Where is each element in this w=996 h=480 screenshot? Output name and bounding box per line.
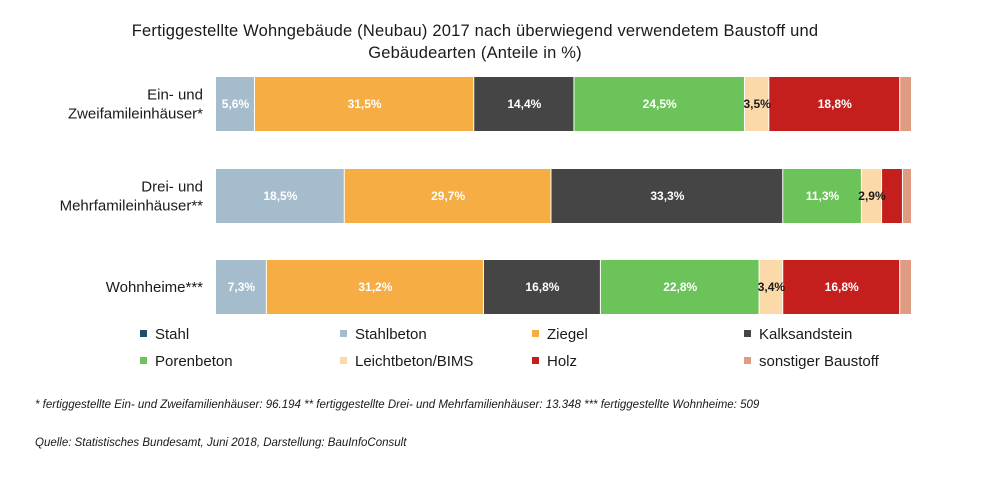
legend-swatch — [140, 330, 147, 337]
bar-segment-ziegel — [254, 77, 474, 131]
legend-swatch — [340, 357, 347, 364]
bar-segment-leichtbeton-bims — [861, 169, 882, 223]
legend-label: Ziegel — [547, 326, 588, 343]
source-note: Quelle: Statistisches Bundesamt, Juni 20… — [35, 437, 407, 449]
legend-item: sonstiger Baustoff — [744, 353, 879, 371]
legend-item: Kalksandstein — [744, 326, 852, 344]
legend-label: Holz — [547, 353, 578, 370]
legend-item: Holz — [532, 353, 577, 371]
data-label: 22,8% — [663, 280, 697, 294]
data-label: 2,9% — [858, 189, 886, 203]
data-label: 3,5% — [743, 97, 771, 111]
data-label: 18,5% — [263, 189, 297, 203]
category-label: Mehrfamileinhäuser** — [60, 198, 204, 215]
legend-label: Stahl — [155, 326, 190, 343]
legend-label: sonstiger Baustoff — [759, 353, 879, 370]
legend-swatch — [532, 330, 539, 337]
legend-item: Stahlbeton — [340, 326, 427, 344]
data-label: 11,3% — [806, 189, 840, 203]
bar-segment-porenbeton — [574, 77, 744, 131]
labels-layer: 5,6% 31,5% 14,4% 24,5% 3,5% 18,8% 18,5% 29,7% 33… — [222, 97, 886, 294]
bar-segment-leichtbeton-bims — [744, 77, 769, 131]
legend-label: Kalksandstein — [759, 326, 853, 343]
data-label: 24,5% — [643, 97, 677, 111]
bar-segment-holz — [783, 260, 900, 314]
footnote: * fertiggestellte Ein- und Zweifamilienh… — [35, 399, 760, 411]
data-label: 7,3% — [228, 280, 256, 294]
bar-segment-sonstiger-baustoff — [900, 77, 911, 131]
legend-item: Leichtbeton/BIMS — [340, 353, 473, 371]
bar-segment-ziegel — [344, 169, 551, 223]
bar-segment-sonstiger-baustoff — [900, 260, 911, 314]
data-label: 31,5% — [348, 97, 382, 111]
data-label: 18,8% — [818, 97, 852, 111]
legend-swatch — [744, 357, 751, 364]
bar-segment-leichtbeton-bims — [759, 260, 783, 314]
category-label: Drei- und — [141, 179, 203, 196]
bar-segment-porenbeton — [783, 169, 861, 223]
bars-layer — [216, 77, 911, 314]
data-label: 5,6% — [222, 97, 250, 111]
data-label: 3,4% — [758, 280, 786, 294]
legend-item: Stahl — [140, 326, 189, 344]
bar-segment-sonstiger-baustoff — [902, 169, 911, 223]
category-label: Wohnheime*** — [106, 279, 203, 296]
bar-segment-holz — [769, 77, 900, 131]
data-label: 14,4% — [507, 97, 541, 111]
category-label: Zweifamileinhäuser* — [68, 106, 203, 123]
data-label: 16,8% — [525, 280, 559, 294]
bar-segment-stahlbeton — [216, 77, 254, 131]
bar-segment-holz — [882, 169, 902, 223]
category-labels: Ein- und Zweifamileinhäuser* Drei- und Mehr… — [60, 87, 204, 297]
data-label: 16,8% — [825, 280, 859, 294]
legend-label: Leichtbeton/BIMS — [355, 353, 474, 370]
bar-segment-stahlbeton — [216, 169, 344, 223]
bar-segment-kalksandstein — [551, 169, 783, 223]
legend-item: Porenbeton — [140, 353, 233, 371]
legend-label: Stahlbeton — [355, 326, 427, 343]
legend-item: Ziegel — [532, 326, 588, 344]
legend-swatch — [340, 330, 347, 337]
category-label: Ein- und — [147, 87, 203, 104]
legend-swatch — [140, 357, 147, 364]
stacked-bar-chart: 5,6% 31,5% 14,4% 24,5% 3,5% 18,8% 18,5% 29,7% 33… — [60, 77, 911, 314]
bar-segment-kalksandstein — [483, 260, 600, 314]
bar-segment-ziegel — [266, 260, 483, 314]
bar-segment-porenbeton — [600, 260, 759, 314]
data-label: 33,3% — [650, 189, 684, 203]
bar-segment-stahlbeton — [216, 260, 266, 314]
legend-swatch — [532, 357, 539, 364]
legend-swatch — [744, 330, 751, 337]
legend-label: Porenbeton — [155, 353, 233, 370]
data-label: 31,2% — [358, 280, 392, 294]
chart-title: Fertiggestellte Wohngebäude (Neubau) 201… — [131, 22, 819, 62]
data-label: 29,7% — [431, 189, 465, 203]
bar-segment-kalksandstein — [474, 77, 574, 131]
